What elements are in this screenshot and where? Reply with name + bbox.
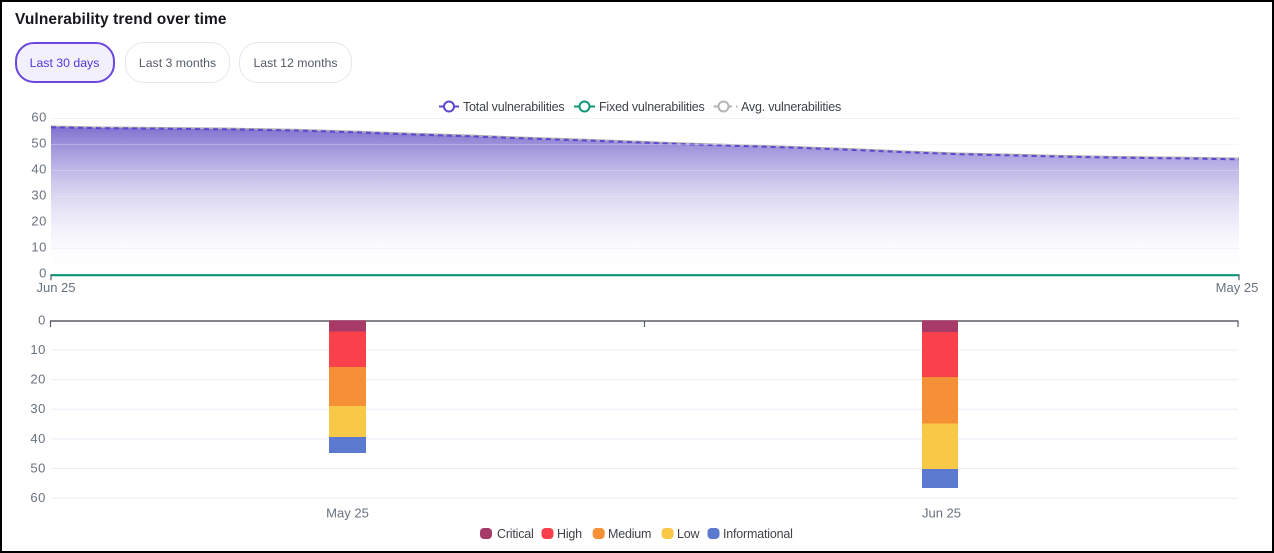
svg-text:Informational: Informational bbox=[723, 527, 793, 541]
svg-text:40: 40 bbox=[31, 162, 47, 177]
svg-text:High: High bbox=[557, 527, 582, 541]
svg-text:30: 30 bbox=[30, 401, 46, 416]
svg-text:Fixed vulnerabilities: Fixed vulnerabilities bbox=[599, 100, 705, 114]
svg-text:Avg. vulnerabilities: Avg. vulnerabilities bbox=[741, 100, 841, 114]
svg-text:Jun 25: Jun 25 bbox=[922, 506, 961, 521]
svg-text:60: 60 bbox=[30, 490, 46, 505]
svg-text:Jun 25: Jun 25 bbox=[36, 280, 75, 295]
svg-text:50: 50 bbox=[30, 461, 46, 476]
svg-text:50: 50 bbox=[31, 136, 47, 151]
svg-text:60: 60 bbox=[31, 110, 47, 125]
svg-text:Low: Low bbox=[677, 527, 701, 541]
svg-text:30: 30 bbox=[31, 188, 47, 203]
svg-text:May 25: May 25 bbox=[326, 506, 369, 521]
svg-text:10: 10 bbox=[31, 240, 47, 255]
svg-text:0: 0 bbox=[39, 266, 47, 281]
svg-text:10: 10 bbox=[30, 342, 46, 357]
svg-text:Total vulnerabilities: Total vulnerabilities bbox=[463, 100, 564, 114]
svg-text:20: 20 bbox=[30, 372, 46, 387]
svg-text:May 25: May 25 bbox=[1216, 280, 1259, 295]
svg-text:0: 0 bbox=[38, 312, 46, 327]
svg-text:Medium: Medium bbox=[608, 527, 651, 541]
svg-text:40: 40 bbox=[30, 431, 46, 446]
svg-text:Critical: Critical bbox=[497, 527, 534, 541]
svg-text:20: 20 bbox=[31, 214, 47, 229]
